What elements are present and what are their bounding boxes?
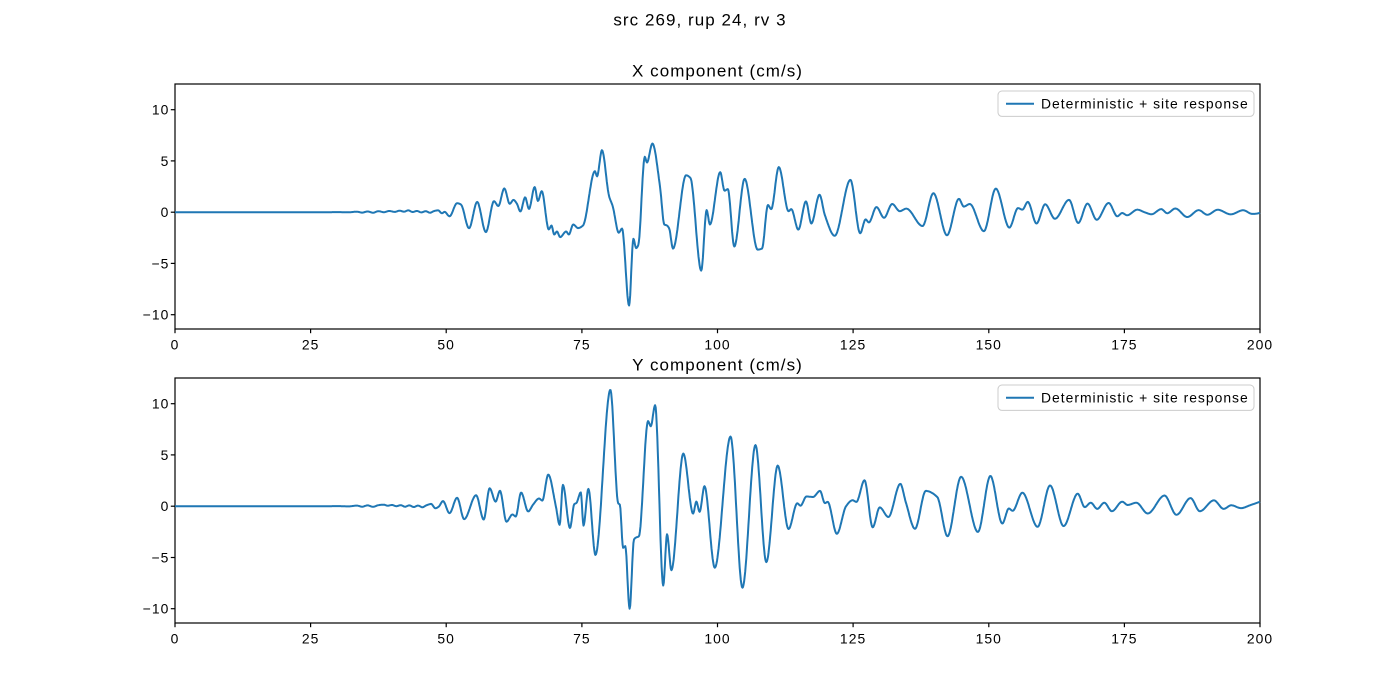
svg-text:5: 5 (161, 153, 170, 169)
svg-text:−5: −5 (151, 550, 169, 566)
svg-text:0: 0 (171, 631, 180, 647)
svg-text:125: 125 (840, 337, 866, 353)
svg-text:X component (cm/s): X component (cm/s) (632, 62, 803, 81)
svg-text:100: 100 (704, 337, 730, 353)
svg-text:0: 0 (171, 337, 180, 353)
svg-text:75: 75 (573, 337, 591, 353)
svg-text:50: 50 (437, 631, 455, 647)
svg-text:200: 200 (1247, 631, 1273, 647)
svg-text:10: 10 (152, 396, 170, 412)
svg-text:25: 25 (302, 631, 320, 647)
svg-text:175: 175 (1111, 337, 1137, 353)
svg-text:175: 175 (1111, 631, 1137, 647)
svg-text:Y component (cm/s): Y component (cm/s) (632, 356, 803, 375)
svg-text:5: 5 (161, 447, 170, 463)
svg-text:0: 0 (161, 498, 170, 514)
svg-text:Deterministic + site response: Deterministic + site response (1041, 390, 1249, 406)
svg-text:75: 75 (573, 631, 591, 647)
svg-text:25: 25 (302, 337, 320, 353)
svg-text:125: 125 (840, 631, 866, 647)
svg-text:150: 150 (976, 337, 1002, 353)
svg-text:100: 100 (704, 631, 730, 647)
svg-text:src 269, rup 24, rv 3: src 269, rup 24, rv 3 (613, 11, 786, 30)
svg-text:10: 10 (152, 102, 170, 118)
svg-text:50: 50 (437, 337, 455, 353)
svg-text:−10: −10 (143, 601, 170, 617)
svg-text:150: 150 (976, 631, 1002, 647)
svg-text:Deterministic + site response: Deterministic + site response (1041, 96, 1249, 112)
svg-text:200: 200 (1247, 337, 1273, 353)
svg-text:−10: −10 (143, 307, 170, 323)
svg-text:−5: −5 (151, 255, 169, 271)
svg-text:0: 0 (161, 204, 170, 220)
